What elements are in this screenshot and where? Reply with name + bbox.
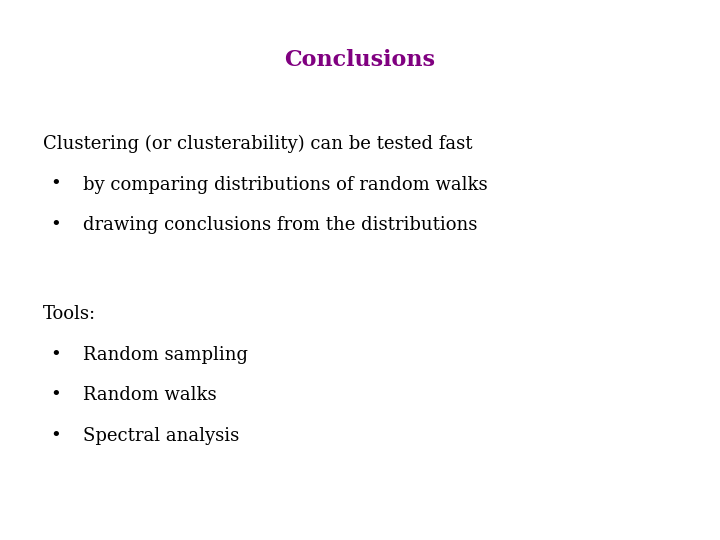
Text: Random sampling: Random sampling	[83, 346, 248, 363]
Text: •: •	[50, 346, 61, 363]
Text: Random walks: Random walks	[83, 386, 217, 404]
Text: Tools:: Tools:	[43, 305, 96, 323]
Text: drawing conclusions from the distributions: drawing conclusions from the distributio…	[83, 216, 477, 234]
Text: Spectral analysis: Spectral analysis	[83, 427, 239, 444]
Text: Clustering (or clusterability) can be tested fast: Clustering (or clusterability) can be te…	[43, 135, 473, 153]
Text: •: •	[50, 386, 61, 404]
Text: •: •	[50, 216, 61, 234]
Text: •: •	[50, 427, 61, 444]
Text: by comparing distributions of random walks: by comparing distributions of random wal…	[83, 176, 487, 193]
Text: Conclusions: Conclusions	[284, 49, 436, 71]
Text: •: •	[50, 176, 61, 193]
